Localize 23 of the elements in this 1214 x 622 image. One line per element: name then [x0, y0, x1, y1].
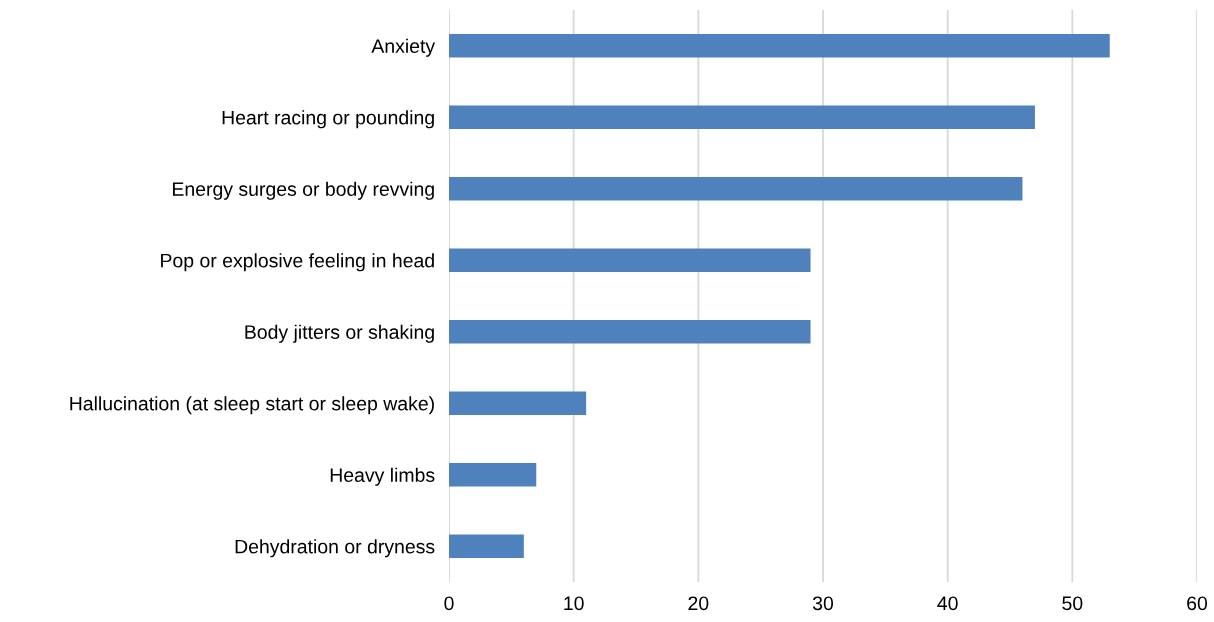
bar: [449, 248, 811, 273]
y-tick-label: Body jitters or shaking: [245, 324, 434, 343]
bar: [449, 176, 1023, 201]
y-tick-label: Pop or explosive feeling in head: [161, 253, 434, 272]
y-tick-label: Hallucination (at sleep start or sleep wake): [70, 396, 434, 415]
bar: [449, 534, 524, 559]
y-tick-label: Heavy limbs: [330, 467, 435, 486]
x-tick-label: 40: [937, 596, 958, 611]
bar: [449, 462, 537, 487]
bar: [449, 319, 811, 344]
bar: [449, 391, 587, 416]
y-tick-label: Dehydration or dryness: [235, 539, 435, 558]
x-tick-label: 0: [444, 596, 454, 611]
x-tick-label: 10: [564, 596, 584, 611]
x-tick-label: 20: [688, 596, 709, 611]
y-tick-label: Heart racing or pounding: [222, 110, 434, 129]
bar: [449, 33, 1110, 58]
y-tick-label: Anxiety: [371, 38, 436, 57]
x-tick-label: 50: [1062, 596, 1083, 611]
x-tick-label: 60: [1187, 596, 1208, 611]
bar: [449, 105, 1035, 130]
x-tick-label: 30: [812, 596, 834, 611]
y-tick-label: Energy surges or body revving: [173, 181, 434, 200]
